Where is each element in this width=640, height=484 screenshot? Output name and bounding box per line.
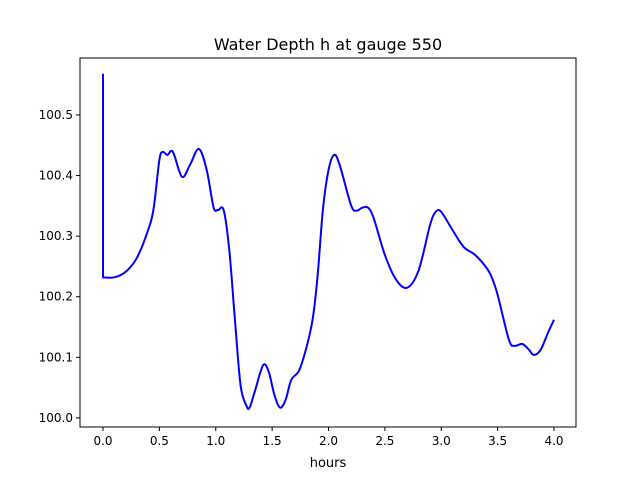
y-tick-label: 100.4 (39, 169, 73, 183)
x-axis-label: hours (310, 456, 347, 471)
y-tick-label: 100.5 (39, 108, 73, 122)
chart-title: Water Depth h at gauge 550 (214, 35, 442, 54)
plot-frame (79, 57, 577, 428)
x-tick-label: 3.0 (432, 434, 451, 448)
x-tick-label: 1.5 (263, 434, 282, 448)
x-tick-label: 0.5 (150, 434, 169, 448)
series-line-h (102, 73, 555, 410)
x-tick-label: 2.5 (375, 434, 394, 448)
x-tick-label: 4.0 (544, 434, 563, 448)
x-tick-label: 0.0 (93, 434, 112, 448)
y-tick-label: 100.2 (39, 290, 73, 304)
x-tick-label: 3.5 (488, 434, 507, 448)
y-tick-label: 100.1 (39, 350, 73, 364)
y-tick-label: 100.0 (39, 411, 73, 425)
x-tick-label: 2.0 (319, 434, 338, 448)
x-tick-label: 1.0 (206, 434, 225, 448)
y-tick-label: 100.3 (39, 229, 73, 243)
